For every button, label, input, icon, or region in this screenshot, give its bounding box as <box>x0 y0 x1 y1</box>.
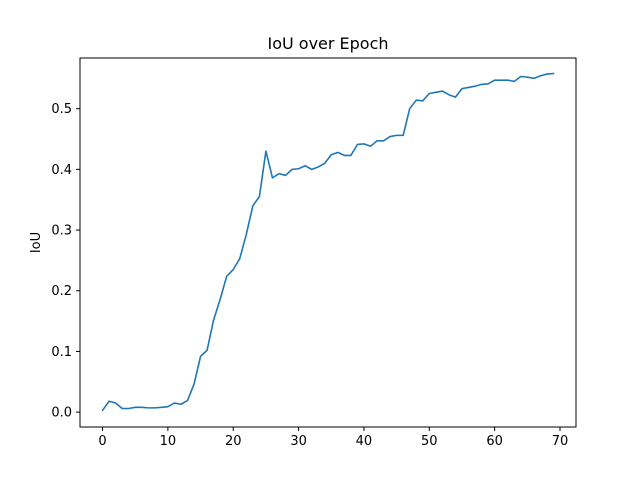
y-tick-label: 0.2 <box>51 284 72 299</box>
y-axis-label: IoU <box>29 232 44 253</box>
series-layer <box>101 72 555 412</box>
x-tick-label: 10 <box>160 434 177 449</box>
y-axis: 0.0 0.1 0.2 0.3 0.4 0.5 <box>51 102 80 421</box>
y-tick-label: 0.0 <box>51 406 72 421</box>
series-line <box>101 72 555 412</box>
x-tick-label: 40 <box>356 434 373 449</box>
x-tick-label: 0 <box>98 434 106 449</box>
x-tick-label: 20 <box>225 434 242 449</box>
y-tick-label: 0.1 <box>51 345 72 360</box>
x-tick-label: 60 <box>486 434 503 449</box>
y-tick-label: 0.5 <box>51 102 72 117</box>
chart-title: IoU over Epoch <box>267 34 388 53</box>
y-tick-label: 0.3 <box>51 224 72 239</box>
y-tick-label: 0.4 <box>51 163 72 178</box>
plot-area-frame <box>79 57 577 428</box>
x-tick-label: 50 <box>421 434 438 449</box>
x-tick-label: 30 <box>290 434 307 449</box>
x-tick-label: 70 <box>552 434 569 449</box>
x-axis: 0 10 20 30 40 50 60 70 <box>98 427 568 449</box>
